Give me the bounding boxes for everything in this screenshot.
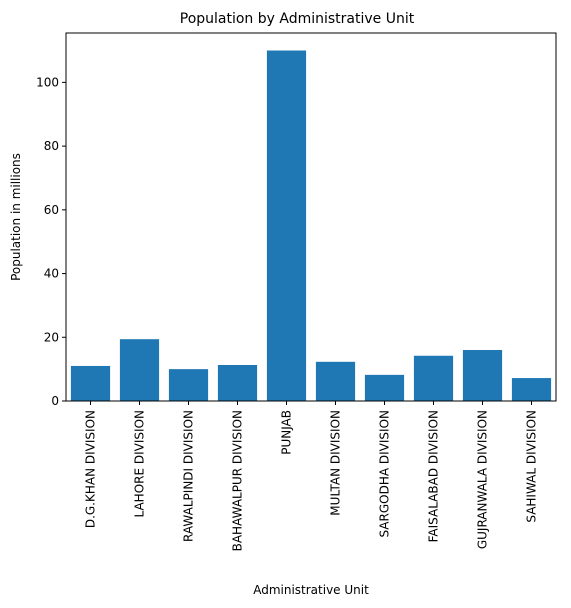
bar-6 bbox=[315, 361, 356, 401]
x-tick-label: RAWALPINDI DIVISION bbox=[182, 410, 196, 542]
y-tick-label: 60 bbox=[44, 203, 59, 217]
bar-1 bbox=[70, 365, 111, 401]
x-tick-label: MULTAN DIVISION bbox=[329, 410, 343, 516]
bar-2 bbox=[119, 339, 160, 401]
bar-7 bbox=[364, 374, 405, 401]
bar-9 bbox=[462, 350, 503, 401]
y-tick-label: 20 bbox=[44, 330, 59, 344]
x-tick-label: D.G.KHAN DIVISION bbox=[84, 410, 98, 528]
x-tick-label: BAHAWALPUR DIVISION bbox=[231, 410, 245, 551]
x-tick-label: SAHIWAL DIVISION bbox=[525, 410, 539, 523]
x-tick-label: SARGODHA DIVISION bbox=[378, 410, 392, 538]
x-axis-label: Administrative Unit bbox=[253, 583, 369, 597]
bars-group bbox=[70, 50, 552, 402]
y-tick-label: 100 bbox=[36, 75, 59, 89]
x-tick-label: PUNJAB bbox=[280, 410, 294, 455]
bar-5 bbox=[266, 50, 307, 402]
bar-10 bbox=[511, 378, 552, 401]
x-tick-label: GUJRANWALA DIVISION bbox=[476, 410, 490, 549]
plot-frame bbox=[65, 32, 557, 402]
y-axis-label: Population in millions bbox=[9, 153, 23, 281]
x-axis: D.G.KHAN DIVISION LAHORE DIVISION RAWALPIN… bbox=[84, 401, 539, 551]
x-tick-label: FAISALABAD DIVISION bbox=[427, 410, 441, 542]
chart-title: Population by Administrative Unit bbox=[180, 11, 415, 27]
y-tick-label: 0 bbox=[51, 394, 59, 408]
bar-4 bbox=[217, 365, 258, 401]
bar-8 bbox=[413, 355, 454, 401]
x-tick-label: LAHORE DIVISION bbox=[133, 410, 147, 517]
y-tick-label: 80 bbox=[44, 139, 59, 153]
y-axis: 0 20 40 60 80 100 bbox=[36, 75, 66, 408]
bar-3 bbox=[168, 369, 209, 401]
y-tick-label: 40 bbox=[44, 267, 59, 281]
